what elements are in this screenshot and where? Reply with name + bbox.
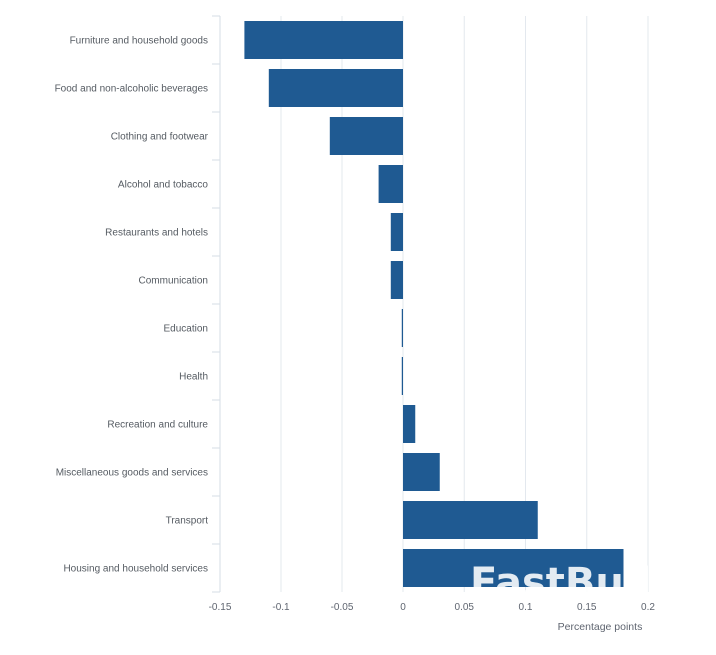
bar — [403, 453, 440, 491]
x-tick-label: -0.1 — [272, 602, 290, 613]
bar — [401, 309, 403, 347]
bar — [329, 117, 403, 155]
bar — [390, 261, 403, 299]
category-label: Transport — [166, 516, 209, 527]
category-label: Food and non-alcoholic beverages — [55, 84, 208, 95]
x-tick-label: 0.05 — [455, 602, 475, 613]
x-tick-label: 0.2 — [641, 602, 655, 613]
category-label: Housing and household services — [63, 564, 208, 575]
category-label: Clothing and footwear — [111, 132, 209, 143]
category-label: Education — [164, 324, 208, 335]
category-label: Furniture and household goods — [70, 36, 208, 47]
bar — [378, 165, 403, 203]
bar — [390, 213, 403, 251]
bar — [268, 69, 403, 107]
x-tick-label: -0.15 — [209, 602, 232, 613]
watermark-logo: FastBull — [470, 560, 651, 606]
category-label: Alcohol and tobacco — [118, 180, 209, 191]
bar — [401, 357, 403, 395]
x-tick-label: 0 — [400, 602, 406, 613]
category-label: Communication — [139, 276, 208, 287]
bar — [244, 21, 403, 59]
grid-lines — [280, 16, 649, 592]
x-tick-label: -0.05 — [331, 602, 354, 613]
bar — [403, 501, 538, 539]
category-label: Restaurants and hotels — [105, 228, 208, 239]
x-axis-title: Percentage points — [558, 621, 643, 633]
x-tick-label: 0.15 — [577, 602, 597, 613]
bars — [244, 21, 624, 587]
category-label: Health — [179, 372, 208, 383]
category-label: Miscellaneous goods and services — [56, 468, 208, 479]
category-labels: Furniture and household goods Food and no… — [55, 36, 209, 575]
x-axis-ticks: -0.15 -0.1 -0.05 0 0.05 0.1 0.15 0.2 — [209, 602, 656, 613]
y-axis — [212, 15, 221, 593]
x-tick-label: 0.1 — [519, 602, 533, 613]
bar — [403, 405, 416, 443]
bar — [403, 549, 624, 587]
category-label: Recreation and culture — [107, 420, 208, 431]
